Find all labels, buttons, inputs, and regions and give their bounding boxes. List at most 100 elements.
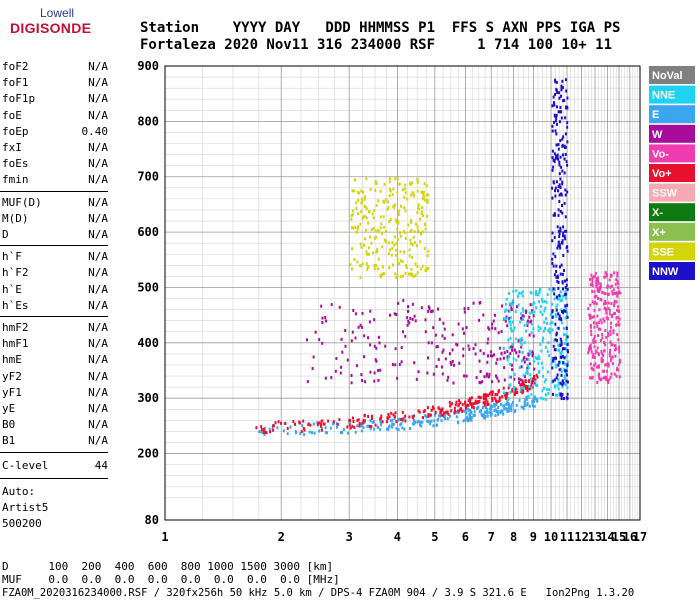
echo-mark [341,431,343,434]
echo-mark [360,210,363,214]
echo-mark [560,394,563,398]
param-row-foe: foE N/A [2,109,108,122]
echo-mark [587,348,590,352]
echo-mark [374,358,377,362]
echo-mark [416,265,419,268]
legend-swatch [649,164,695,182]
echo-mark [567,350,569,354]
param-row-hmf1: hmF1 N/A [2,337,108,350]
param-value: N/A [88,141,108,154]
echo-mark [535,306,538,310]
echo-mark [566,249,569,253]
echo-mark [612,331,615,335]
echo-mark [400,204,402,208]
echo-mark [514,389,517,393]
echo-mark [496,393,499,397]
echo-mark [592,353,595,357]
y-tick-label: 300 [137,391,159,405]
echo-mark [428,307,431,310]
echo-mark [262,431,265,434]
echo-mark [525,357,528,361]
echo-mark [559,337,562,341]
echo-mark [553,236,556,239]
echo-mark [555,295,558,299]
echo-mark [551,129,554,133]
echo-mark [360,197,363,201]
echo-mark [404,419,407,423]
echo-mark [557,157,559,161]
echo-mark [502,386,505,390]
param-row-hes: h`Es N/A [2,299,108,312]
param-name: hmE [2,353,22,367]
echo-mark [467,399,470,403]
echo-mark [456,343,459,347]
echo-mark [346,425,349,429]
echo-mark [395,276,398,279]
echo-mark [289,425,292,429]
echo-mark [610,315,613,319]
echo-mark [494,327,497,331]
echo-mark [349,426,352,430]
param-name: M(D) [2,211,29,225]
echo-mark [269,430,272,434]
echo-mark [527,379,530,383]
echo-mark [365,250,368,254]
echo-mark [430,310,433,313]
echo-mark [553,338,556,342]
echo-mark [552,213,555,217]
echo-mark [595,284,598,288]
echo-mark [607,334,610,338]
echo-mark [316,423,319,427]
echo-mark [532,314,535,318]
echo-mark [593,345,596,349]
echo-mark [391,418,394,422]
echo-mark [408,248,411,252]
echo-mark [264,426,267,430]
param-value: N/A [88,92,108,106]
echo-mark [564,304,567,308]
echo-mark [618,323,621,327]
echo-mark [355,230,358,234]
echo-mark [533,399,536,403]
echo-mark [556,373,559,377]
echo-mark [492,319,495,323]
echo-mark [472,347,475,351]
echo-mark [538,357,541,361]
echo-mark [363,355,365,359]
echo-mark [424,414,427,418]
echo-mark [450,363,453,366]
echo-mark [422,416,424,420]
echo-mark [504,319,507,323]
echo-mark [541,313,544,316]
echo-mark [612,362,614,366]
echo-mark [565,338,568,342]
echo-mark [493,402,496,406]
echo-mark [447,412,450,416]
echo-mark [565,105,568,109]
echo-mark [559,177,562,181]
echo-mark [383,200,386,204]
echo-mark [546,293,549,297]
echo-mark [592,275,595,279]
echo-mark [566,163,569,167]
echo-mark [613,292,616,295]
echo-mark [393,243,396,247]
echo-mark [416,177,419,181]
echo-mark [508,409,510,413]
echo-mark [448,400,451,404]
echo-mark [468,418,471,422]
echo-mark [555,270,558,273]
echo-mark [515,358,518,362]
echo-mark [513,377,516,381]
echo-mark [378,230,381,234]
echo-mark [360,429,363,433]
echo-mark [405,264,408,268]
echo-mark [563,201,566,205]
echo-mark [600,377,603,381]
legend-swatch [649,203,695,222]
echo-mark [394,411,397,415]
x-tick-label: 8 [510,530,517,544]
echo-mark [356,424,359,428]
echo-mark [397,212,400,216]
echo-mark [467,307,470,311]
